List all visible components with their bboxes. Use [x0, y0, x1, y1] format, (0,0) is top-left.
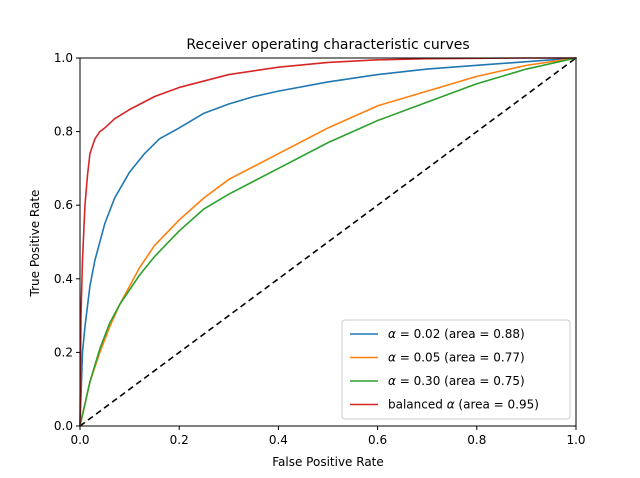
y-tick-label: 0.8	[54, 125, 73, 139]
legend-label-3: α = 0.30 (area = 0.75)	[388, 374, 525, 388]
x-tick-label: 0.0	[70, 433, 89, 447]
roc-curve-2	[79, 57, 577, 427]
y-tick-label: 0.4	[54, 272, 73, 286]
legend: α = 0.02 (area = 0.88) α = 0.05 (area = 0…	[341, 319, 571, 420]
legend-label-2: α = 0.05 (area = 0.77)	[388, 351, 525, 365]
plot-frame	[79, 57, 577, 427]
chance-diagonal-line	[79, 57, 577, 427]
roc-curve-4	[79, 57, 577, 427]
x-tick-label: 0.6	[368, 433, 387, 447]
y-tick-label: 0.2	[54, 345, 73, 359]
legend-label-1: α = 0.02 (area = 0.88)	[388, 327, 525, 341]
y-tick-label: 1.0	[54, 51, 73, 65]
plot-area	[79, 57, 577, 427]
legend-label-4: balanced α (area = 0.95)	[388, 398, 539, 412]
y-tick-label: 0.6	[54, 198, 73, 212]
x-axis-label: False Positive Rate	[272, 455, 384, 469]
roc-curve-1	[79, 57, 577, 427]
axes: 0.0 0.2 0.4 0.6 0.8 1.0 0.0 0.2 0.4 0.6 0.8 1.0	[54, 51, 586, 447]
y-axis-label: True Positive Rate	[28, 190, 42, 298]
x-tick-label: 0.8	[467, 433, 486, 447]
x-tick-label: 1.0	[566, 433, 585, 447]
x-tick-label: 0.4	[269, 433, 288, 447]
x-tick-label: 0.2	[170, 433, 189, 447]
legend-box	[341, 319, 571, 420]
y-tick-label: 0.0	[54, 419, 73, 433]
chart-title: Receiver operating characteristic curves	[186, 37, 469, 53]
roc-curve-3	[79, 57, 577, 427]
